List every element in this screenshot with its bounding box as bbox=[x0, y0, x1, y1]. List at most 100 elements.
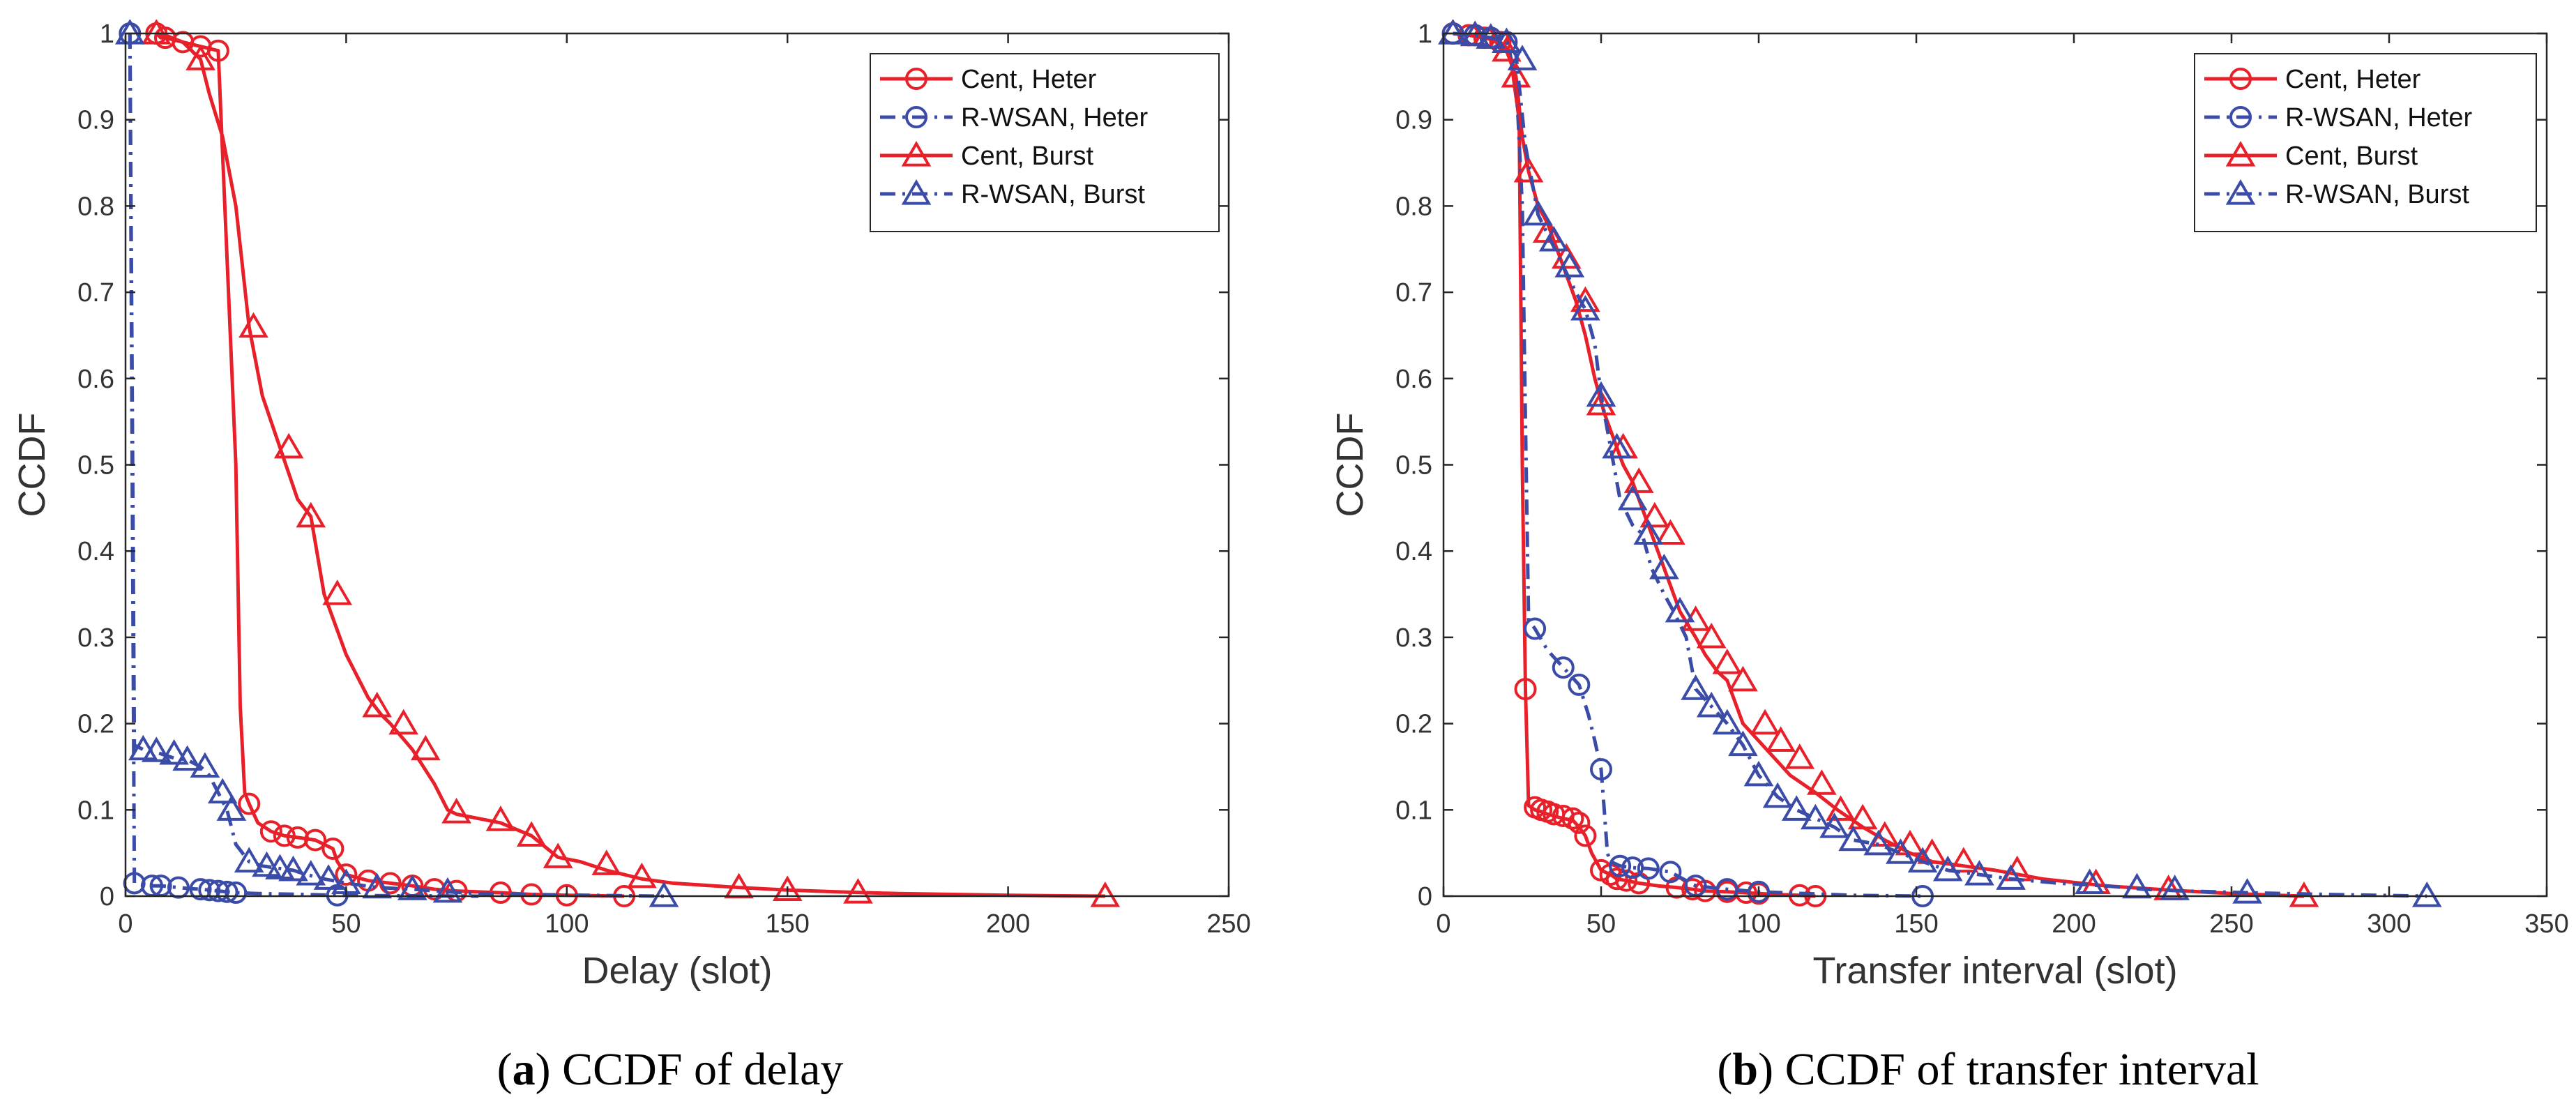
y-tick-label: 0.6 bbox=[1395, 365, 1432, 394]
x-tick-label: 50 bbox=[331, 909, 361, 939]
x-tick-label: 0 bbox=[1436, 909, 1450, 939]
y-tick-label: 0.1 bbox=[1395, 796, 1432, 825]
series-r-wsan-burst-marker bbox=[1492, 27, 1522, 53]
series-r-wsan-burst-marker bbox=[190, 752, 220, 778]
y-tick-label: 0.2 bbox=[77, 710, 114, 739]
series-r-wsan-burst-marker bbox=[2232, 878, 2262, 904]
x-tick-label: 50 bbox=[1586, 909, 1616, 939]
x-tick-label: 350 bbox=[2524, 909, 2568, 939]
series-r-wsan-burst-marker bbox=[172, 745, 202, 771]
series-cent-burst-marker bbox=[322, 580, 353, 605]
series-r-wsan-heter-marker bbox=[1568, 673, 1591, 696]
series-r-wsan-heter-marker bbox=[1590, 758, 1612, 781]
series-cent-burst-marker bbox=[1712, 649, 1743, 674]
y-tick-label: 0.9 bbox=[77, 106, 114, 135]
y-tick-label: 0.1 bbox=[77, 796, 114, 825]
series-cent-burst-marker bbox=[1917, 838, 1947, 864]
caption-close-paren: ) bbox=[1758, 1044, 1773, 1095]
legend-swatch-marker bbox=[901, 141, 932, 167]
series-r-wsan-heter-marker bbox=[1524, 617, 1547, 640]
series-r-wsan-burst-marker bbox=[1538, 225, 1569, 252]
series-cent-burst bbox=[141, 20, 1121, 907]
series-cent-burst-marker bbox=[1766, 726, 1796, 752]
y-tick-label: 0.2 bbox=[1395, 710, 1432, 739]
legend-entry-label: R-WSAN, Heter bbox=[2285, 103, 2472, 133]
y-tick-label: 0.9 bbox=[1395, 106, 1432, 135]
x-tick-label: 300 bbox=[2367, 909, 2411, 939]
legend-swatch-marker bbox=[2225, 179, 2256, 205]
caption-open-paren: ( bbox=[1717, 1044, 1732, 1095]
y-tick-label: 0.7 bbox=[77, 278, 114, 308]
series-cent-burst-marker bbox=[1807, 769, 1837, 795]
series-r-wsan-burst-marker bbox=[1665, 596, 1695, 623]
y-tick-label: 0.8 bbox=[1395, 192, 1432, 221]
series-cent-heter-marker bbox=[206, 39, 229, 62]
series-cent-burst-marker bbox=[238, 312, 268, 338]
series-r-wsan-burst-line bbox=[128, 33, 665, 898]
y-tick-label: 0 bbox=[1418, 882, 1432, 911]
series-r-wsan-burst-marker bbox=[207, 778, 238, 804]
series-r-wsan-burst-marker bbox=[1649, 553, 1679, 580]
legend-swatch-marker bbox=[2229, 106, 2252, 128]
y-axis-label: CCDF bbox=[11, 413, 53, 517]
y-tick-label: 0.5 bbox=[77, 451, 114, 480]
series-r-wsan-burst-marker bbox=[1617, 485, 1648, 510]
series-cent-heter-marker bbox=[1568, 811, 1591, 834]
series-cent-heter-marker bbox=[1514, 678, 1537, 701]
series-cent-burst-marker bbox=[362, 691, 393, 718]
series-cent-burst-marker bbox=[485, 805, 516, 831]
series-cent-burst-marker bbox=[1513, 156, 1544, 183]
series-r-wsan-burst-marker bbox=[1886, 838, 1916, 864]
legend-entry-label: R-WSAN, Heter bbox=[961, 103, 1148, 133]
series-r-wsan-heter-marker bbox=[215, 880, 238, 903]
series-cent-burst-marker bbox=[441, 798, 471, 824]
series-cent-burst-marker bbox=[1750, 709, 1780, 735]
legend-swatch-marker bbox=[2229, 68, 2252, 90]
y-tick-label: 0.4 bbox=[77, 537, 114, 566]
series-r-wsan-burst-marker bbox=[2411, 881, 2442, 907]
series-cent-heter-marker bbox=[1561, 807, 1584, 830]
series-cent-heter-marker bbox=[1605, 868, 1628, 891]
series-cent-heter-marker bbox=[1681, 878, 1704, 901]
legend-entry-label: R-WSAN, Burst bbox=[961, 180, 1145, 209]
series-r-wsan-burst-marker bbox=[265, 854, 295, 880]
series-cent-burst-marker bbox=[185, 45, 215, 70]
series-r-wsan-heter-marker bbox=[1609, 854, 1632, 877]
series-cent-burst-marker bbox=[1639, 501, 1670, 528]
series-r-wsan-burst-marker bbox=[234, 847, 264, 873]
series-r-wsan-heter-marker bbox=[123, 872, 146, 895]
legend-entry-label: Cent, Burst bbox=[961, 142, 1094, 171]
y-tick-label: 0.6 bbox=[77, 365, 114, 394]
series-cent-burst-line bbox=[156, 31, 1105, 898]
series-r-wsan-heter-marker bbox=[167, 876, 190, 899]
series-r-wsan-burst-marker bbox=[114, 20, 145, 45]
series-r-wsan-heter-marker bbox=[1637, 857, 1660, 880]
y-tick-label: 0.5 bbox=[1395, 451, 1432, 480]
series-r-wsan-burst-marker bbox=[2160, 875, 2190, 900]
x-axis-label: Delay (slot) bbox=[582, 950, 772, 992]
legend: Cent, Heter R-WSAN, Heter Cent, Burst R-WSA… bbox=[870, 53, 1220, 232]
series-r-wsan-burst-marker bbox=[432, 877, 463, 903]
legend-swatch-marker bbox=[901, 179, 932, 205]
caption-close-paren: ) bbox=[536, 1044, 551, 1095]
series-cent-burst-marker bbox=[1785, 743, 1815, 769]
series-r-wsan-burst-marker bbox=[1932, 855, 1963, 881]
series-cent-burst-marker bbox=[772, 875, 803, 901]
x-tick-label: 200 bbox=[986, 909, 1030, 939]
y-tick-label: 0.3 bbox=[77, 623, 114, 653]
series-cent-heter-marker bbox=[273, 824, 296, 847]
series-cent-heter-marker bbox=[1615, 869, 1638, 892]
y-axis-label: CCDF bbox=[1329, 413, 1371, 517]
series-cent-burst-marker bbox=[1586, 389, 1616, 416]
x-tick-label: 150 bbox=[1894, 909, 1938, 939]
caption-text: CCDF of delay bbox=[551, 1044, 844, 1095]
legend-entry-label: Cent, Heter bbox=[961, 65, 1097, 94]
series-r-wsan-heter-marker bbox=[225, 881, 248, 905]
series-cent-heter-marker bbox=[321, 837, 344, 860]
series-r-wsan-burst-marker bbox=[1781, 795, 1812, 821]
series-cent-heter-marker bbox=[335, 863, 358, 886]
figure-caption: (a) CCDF of delay bbox=[497, 1044, 844, 1095]
y-tick-label: 0.4 bbox=[1395, 537, 1432, 566]
x-tick-label: 250 bbox=[2209, 909, 2253, 939]
